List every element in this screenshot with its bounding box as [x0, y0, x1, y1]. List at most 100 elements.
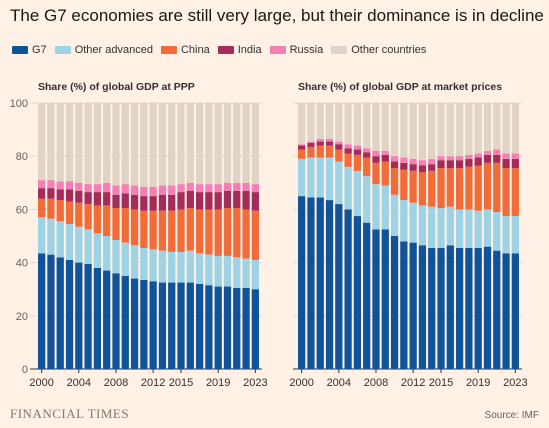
- bar-other-advanced-2007: [103, 236, 111, 271]
- bar-other-countries-2001: [307, 103, 315, 142]
- bar-other-advanced-2020: [483, 209, 492, 247]
- bar-india-2010: [130, 194, 139, 210]
- bar-g7-2018: [465, 247, 473, 369]
- bar-india-2014: [428, 164, 436, 171]
- bar-g7-2012: [149, 281, 157, 369]
- legend-item-other-countries: Other countries: [331, 44, 426, 56]
- bar-other-advanced-2011: [140, 247, 148, 280]
- bar-russia-2019: [214, 184, 222, 193]
- bar-g7-2006: [353, 216, 362, 369]
- bar-india-2005: [84, 192, 92, 205]
- bar-other-countries-2022: [242, 103, 250, 183]
- bar-other-countries-2011: [400, 103, 408, 158]
- bar-g7-2017: [195, 283, 204, 369]
- bar-other-countries-2007: [363, 103, 371, 149]
- bar-china-2010: [390, 168, 399, 195]
- bar-other-countries-2017: [455, 103, 464, 157]
- bar-other-countries-2022: [502, 103, 510, 154]
- ft-brand: FINANCIAL TIMES: [10, 406, 130, 421]
- bar-india-2022: [242, 190, 250, 210]
- bar-china-2023: [511, 168, 519, 217]
- legend-item-china: China: [160, 44, 210, 56]
- bar-other-advanced-2015: [177, 251, 185, 283]
- bar-other-countries-2006: [353, 103, 362, 146]
- bar-other-countries-2007: [103, 103, 111, 183]
- bar-russia-2018: [465, 154, 473, 159]
- bar-india-2018: [205, 192, 213, 210]
- bar-g7-2015: [177, 282, 185, 369]
- bar-china-2012: [409, 170, 417, 203]
- bar-china-2018: [205, 209, 213, 255]
- bar-china-2011: [140, 210, 148, 248]
- bar-g7-2001: [307, 197, 315, 369]
- bar-other-countries-2023: [511, 103, 519, 154]
- bar-other-countries-2003: [65, 103, 74, 182]
- legend-swatch-china: [160, 46, 177, 54]
- bar-china-2016: [186, 208, 194, 251]
- bar-other-countries-2005: [344, 103, 352, 145]
- bar-india-2019: [214, 192, 222, 210]
- bar-india-2000: [298, 145, 306, 150]
- legend-item-india: India: [217, 44, 262, 56]
- bar-other-advanced-2008: [112, 239, 120, 274]
- bar-russia-2001: [307, 141, 315, 143]
- bar-other-advanced-2016: [186, 250, 194, 283]
- x-tick-label: 2000: [29, 377, 53, 389]
- bar-other-countries-2021: [233, 103, 241, 183]
- bar-india-2002: [56, 189, 64, 201]
- chart-title: The G7 economies are still very large, b…: [10, 6, 544, 25]
- bar-russia-2001: [47, 180, 55, 189]
- bar-other-advanced-2019: [214, 255, 222, 287]
- bar-india-2001: [307, 142, 315, 147]
- bar-china-2023: [251, 210, 259, 260]
- bar-other-advanced-2012: [149, 249, 157, 282]
- bar-other-advanced-2000: [298, 158, 306, 197]
- bar-china-2008: [372, 162, 380, 185]
- bar-other-countries-2018: [205, 103, 213, 185]
- legend-swatch-russia: [269, 46, 286, 54]
- bar-russia-2018: [205, 184, 213, 193]
- bar-other-countries-2015: [177, 103, 185, 185]
- bar-g7-2013: [158, 282, 167, 369]
- bar-g7-2014: [168, 282, 176, 369]
- bar-china-2020: [483, 162, 492, 210]
- bar-china-2022: [242, 209, 250, 259]
- bar-china-2004: [75, 202, 83, 227]
- bar-other-advanced-2010: [390, 194, 399, 236]
- bar-china-2010: [130, 209, 139, 246]
- bar-china-2013: [418, 172, 427, 206]
- bar-other-advanced-2001: [307, 157, 315, 198]
- bar-g7-2005: [344, 209, 352, 369]
- bar-g7-2009: [121, 275, 129, 369]
- bar-other-countries-2014: [428, 103, 436, 159]
- bar-russia-2019: [474, 153, 482, 158]
- bar-russia-2023: [251, 184, 259, 193]
- bar-russia-2014: [168, 185, 176, 195]
- bar-other-countries-2020: [483, 103, 492, 151]
- bar-india-2021: [233, 190, 241, 209]
- bar-g7-2008: [372, 229, 380, 369]
- bar-china-2014: [428, 170, 436, 207]
- bar-india-2011: [140, 196, 148, 211]
- bar-china-2000: [298, 149, 306, 159]
- bar-china-2008: [112, 208, 120, 240]
- bar-other-advanced-2009: [381, 185, 389, 230]
- bar-g7-2004: [75, 262, 83, 369]
- bar-china-2009: [381, 161, 389, 186]
- bar-china-2001: [307, 146, 315, 158]
- x-tick-label: 2012: [401, 377, 425, 389]
- legend-item-g7: G7: [12, 44, 47, 56]
- bar-china-2007: [363, 157, 371, 177]
- bar-china-2015: [177, 209, 185, 252]
- bar-russia-2016: [446, 156, 454, 161]
- bar-g7-2004: [335, 204, 343, 369]
- x-tick-label: 2012: [141, 377, 165, 389]
- bar-china-2003: [325, 145, 334, 158]
- bar-other-advanced-2018: [465, 209, 473, 248]
- bar-russia-2010: [130, 185, 139, 195]
- bar-other-countries-2001: [47, 103, 55, 181]
- bar-india-2003: [65, 189, 74, 202]
- bar-other-advanced-2021: [493, 212, 501, 251]
- bar-other-countries-2018: [465, 103, 473, 155]
- bar-russia-2014: [428, 158, 436, 165]
